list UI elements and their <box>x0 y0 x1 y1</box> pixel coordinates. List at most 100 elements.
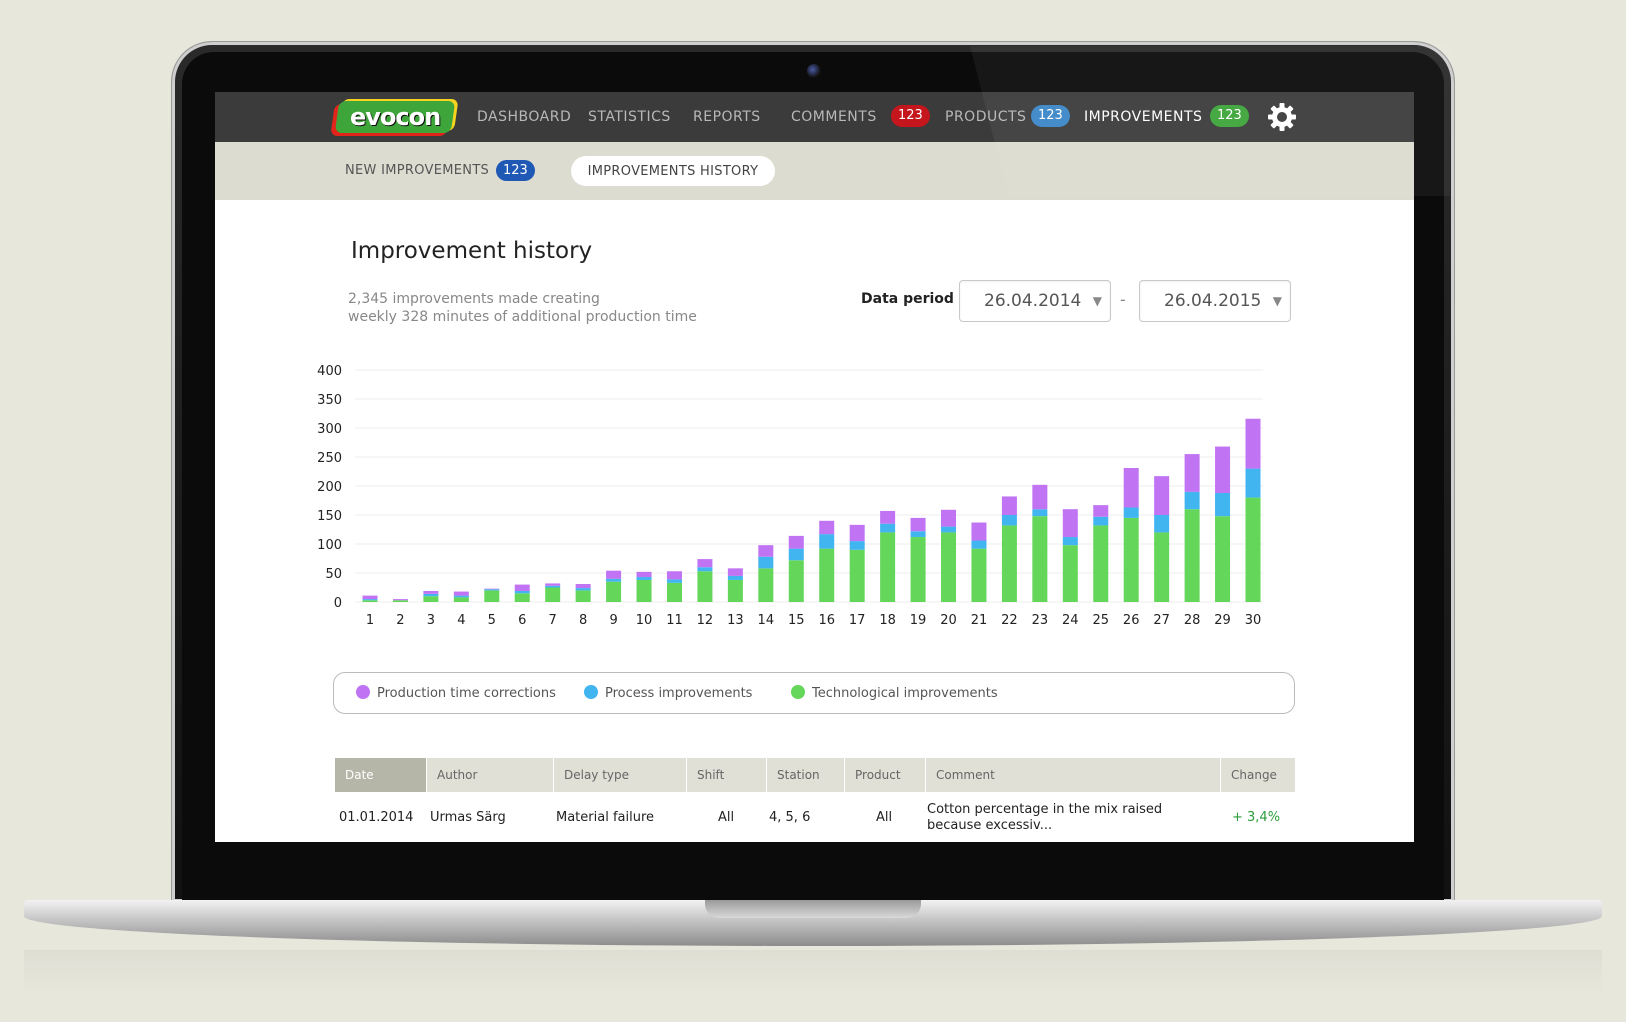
bar-segment[interactable] <box>453 597 469 602</box>
bar-segment[interactable] <box>514 593 530 602</box>
bar-segment[interactable] <box>697 571 713 602</box>
column-delay-type[interactable]: Delay type <box>554 758 687 792</box>
bar-segment[interactable] <box>758 545 774 557</box>
bar-segment[interactable] <box>606 581 622 602</box>
nav-reports[interactable]: REPORTS <box>693 109 761 125</box>
column-date[interactable]: Date <box>335 758 427 792</box>
bar-segment[interactable] <box>910 531 926 538</box>
nav-statistics[interactable]: STATISTICS <box>588 109 671 125</box>
bar-segment[interactable] <box>697 567 713 572</box>
bar-segment[interactable] <box>423 590 439 594</box>
bar-segment[interactable] <box>1062 545 1078 602</box>
bar-segment[interactable] <box>941 509 957 527</box>
date-from-select[interactable]: 26.04.2014 ▼ <box>959 280 1111 322</box>
bar-segment[interactable] <box>1001 496 1017 515</box>
bar-segment[interactable] <box>484 590 500 602</box>
nav-dashboard[interactable]: DASHBOARD <box>477 109 572 125</box>
bar-segment[interactable] <box>727 579 743 602</box>
bar-segment[interactable] <box>727 575 743 580</box>
bar-segment[interactable] <box>1123 517 1139 602</box>
nav-products[interactable]: PRODUCTS <box>945 109 1027 125</box>
bar-segment[interactable] <box>1123 507 1139 518</box>
bar-segment[interactable] <box>453 591 469 596</box>
bar-segment[interactable] <box>1093 516 1109 526</box>
bar-segment[interactable] <box>1062 537 1078 546</box>
bar-segment[interactable] <box>1032 484 1048 510</box>
bar-segment[interactable] <box>1154 532 1170 602</box>
bar-segment[interactable] <box>1001 515 1017 526</box>
bar-segment[interactable] <box>606 570 622 579</box>
bar-segment[interactable] <box>392 600 408 602</box>
column-change[interactable]: Change <box>1231 768 1277 782</box>
bar-segment[interactable] <box>1032 509 1048 517</box>
bar-segment[interactable] <box>819 520 835 535</box>
tab-new-improvements[interactable]: NEW IMPROVEMENTS <box>345 163 490 178</box>
bar-segment[interactable] <box>819 534 835 549</box>
bar-segment[interactable] <box>1123 468 1139 508</box>
bar-segment[interactable] <box>545 587 561 603</box>
bar-segment[interactable] <box>484 588 500 590</box>
bar-segment[interactable] <box>880 510 896 524</box>
bar-segment[interactable] <box>971 540 987 549</box>
bar-segment[interactable] <box>727 568 743 576</box>
bar-segment[interactable] <box>941 532 957 602</box>
bar-segment[interactable] <box>666 579 682 583</box>
bar-segment[interactable] <box>880 532 896 602</box>
bar-segment[interactable] <box>1154 515 1170 533</box>
bar-segment[interactable] <box>1245 468 1261 498</box>
bar-segment[interactable] <box>941 526 957 533</box>
bar-segment[interactable] <box>788 548 804 561</box>
bar-segment[interactable] <box>1184 491 1200 510</box>
bar-segment[interactable] <box>606 578 622 582</box>
column-shift[interactable]: Shift <box>687 758 767 792</box>
bar-segment[interactable] <box>575 588 591 591</box>
bar-segment[interactable] <box>849 524 865 542</box>
bar-segment[interactable] <box>362 595 378 600</box>
bar-segment[interactable] <box>575 590 591 602</box>
column-station[interactable]: Station <box>767 758 845 792</box>
bar-segment[interactable] <box>910 537 926 602</box>
bar-segment[interactable] <box>392 599 408 601</box>
bar-segment[interactable] <box>545 583 561 586</box>
bar-segment[interactable] <box>819 548 835 602</box>
legend-production-time-corrections[interactable]: Production time corrections <box>356 685 556 701</box>
bar-segment[interactable] <box>1215 446 1231 493</box>
bar-segment[interactable] <box>910 517 926 532</box>
nav-comments[interactable]: COMMENTS <box>791 109 877 125</box>
bar-segment[interactable] <box>362 600 378 602</box>
column-author[interactable]: Author <box>427 758 554 792</box>
bar-segment[interactable] <box>1154 476 1170 515</box>
bar-segment[interactable] <box>1184 509 1200 602</box>
bar-segment[interactable] <box>788 535 804 549</box>
bar-segment[interactable] <box>1093 505 1109 517</box>
bar-segment[interactable] <box>849 541 865 550</box>
bar-segment[interactable] <box>514 590 530 594</box>
bar-segment[interactable] <box>971 522 987 541</box>
bar-segment[interactable] <box>1093 525 1109 602</box>
bar-segment[interactable] <box>1001 525 1017 602</box>
bar-segment[interactable] <box>575 584 591 589</box>
bar-segment[interactable] <box>1215 492 1231 517</box>
bar-segment[interactable] <box>1215 516 1231 602</box>
tab-improvements-history[interactable]: IMPROVEMENTS HISTORY <box>571 156 775 186</box>
bar-segment[interactable] <box>758 568 774 602</box>
bar-segment[interactable] <box>849 549 865 602</box>
bar-segment[interactable] <box>514 584 530 591</box>
bar-segment[interactable] <box>1032 516 1048 602</box>
bar-segment[interactable] <box>788 560 804 602</box>
bar-segment[interactable] <box>484 589 500 591</box>
bar-segment[interactable] <box>636 579 652 602</box>
bar-segment[interactable] <box>1245 418 1261 469</box>
gear-icon[interactable] <box>1267 102 1297 132</box>
bar-segment[interactable] <box>1062 509 1078 538</box>
column-comment[interactable]: Comment <box>926 758 1221 792</box>
bar-segment[interactable] <box>362 599 378 601</box>
legend-technological-improvements[interactable]: Technological improvements <box>791 685 998 701</box>
bar-segment[interactable] <box>697 559 713 568</box>
evocon-logo[interactable]: evocon <box>334 101 456 133</box>
bar-segment[interactable] <box>423 593 439 597</box>
bar-segment[interactable] <box>636 571 652 578</box>
bar-segment[interactable] <box>453 595 469 598</box>
column-product[interactable]: Product <box>845 758 926 792</box>
bar-segment[interactable] <box>666 582 682 602</box>
